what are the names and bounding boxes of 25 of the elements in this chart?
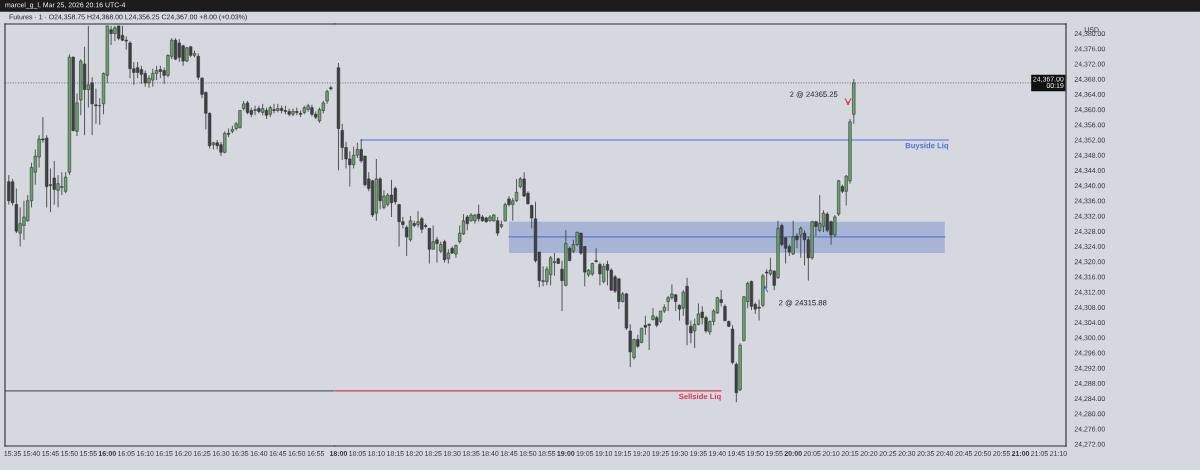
candlestick bbox=[272, 103, 276, 114]
candlestick bbox=[378, 176, 382, 210]
candlestick bbox=[253, 105, 257, 116]
candlestick bbox=[352, 146, 356, 169]
candlestick bbox=[594, 247, 598, 263]
candlestick bbox=[257, 105, 261, 114]
candlestick bbox=[791, 220, 795, 256]
candlestick bbox=[416, 210, 420, 228]
candlestick bbox=[427, 227, 432, 264]
candlestick bbox=[598, 262, 602, 286]
candlestick bbox=[329, 85, 333, 91]
candlestick bbox=[98, 97, 102, 126]
candlestick bbox=[291, 108, 295, 117]
candlestick bbox=[238, 110, 242, 129]
candlestick bbox=[818, 194, 822, 233]
candlestick bbox=[833, 214, 837, 238]
candlestick bbox=[139, 65, 144, 85]
candlestick bbox=[151, 68, 155, 88]
candlestick bbox=[602, 263, 606, 284]
candlestick bbox=[60, 171, 64, 196]
candlestick bbox=[617, 278, 621, 310]
candlestick bbox=[825, 211, 829, 233]
candlestick bbox=[821, 209, 826, 233]
candlestick bbox=[549, 255, 553, 286]
candlestick bbox=[628, 323, 632, 368]
